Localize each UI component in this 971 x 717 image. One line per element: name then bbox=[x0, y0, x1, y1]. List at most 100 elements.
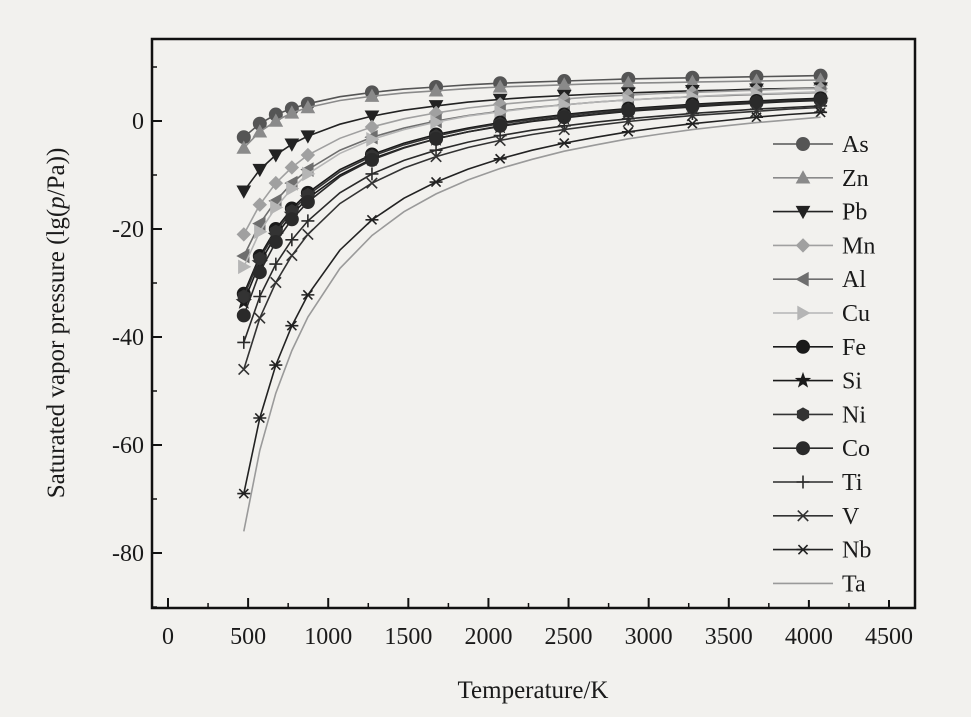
data-point bbox=[430, 114, 444, 130]
data-point bbox=[268, 175, 284, 191]
data-point bbox=[429, 176, 443, 188]
data-point bbox=[794, 371, 812, 388]
legend-label: Al bbox=[842, 267, 866, 293]
data-point bbox=[301, 289, 315, 300]
legend-label: Si bbox=[842, 369, 862, 395]
legend-label: Ti bbox=[842, 470, 863, 496]
x-tick-label: 1500 bbox=[384, 624, 432, 650]
data-point bbox=[254, 312, 266, 324]
legend-item-co: Co bbox=[773, 436, 870, 462]
data-point bbox=[429, 143, 443, 157]
series-zn bbox=[236, 72, 828, 154]
data-point bbox=[621, 126, 635, 137]
data-point bbox=[622, 115, 635, 128]
data-point bbox=[252, 265, 267, 280]
legend-item-ti: Ti bbox=[773, 470, 863, 496]
data-point bbox=[269, 257, 283, 271]
legend-label: Nb bbox=[842, 538, 871, 564]
plot-frame bbox=[150, 37, 917, 610]
legend-item-fe: Fe bbox=[773, 335, 866, 361]
series-ta bbox=[243, 116, 821, 532]
data-point bbox=[236, 227, 251, 242]
data-point bbox=[285, 233, 299, 247]
data-point bbox=[795, 205, 811, 220]
data-point bbox=[685, 118, 699, 129]
data-point bbox=[269, 359, 283, 371]
data-point bbox=[284, 212, 299, 227]
data-point bbox=[301, 214, 315, 228]
data-point bbox=[252, 163, 268, 178]
legend-label: V bbox=[842, 504, 860, 530]
data-point bbox=[236, 185, 252, 199]
data-point bbox=[428, 83, 444, 97]
legend-label: Ta bbox=[842, 571, 866, 597]
data-point bbox=[796, 475, 810, 489]
legend-item-pb: Pb bbox=[773, 200, 867, 226]
data-point bbox=[558, 123, 570, 136]
series-line bbox=[243, 116, 821, 532]
data-point bbox=[268, 234, 283, 249]
y-axis-title: Saturated vapor pressure (lg(p/Pa)) bbox=[43, 148, 70, 499]
x-tick-label: 4500 bbox=[865, 624, 913, 650]
legend-label: Cu bbox=[842, 301, 870, 327]
data-point bbox=[238, 363, 250, 376]
data-point bbox=[797, 510, 809, 522]
data-point bbox=[796, 544, 810, 555]
x-tick-label: 2000 bbox=[464, 624, 512, 650]
legend-item-mn: Mn bbox=[773, 233, 875, 259]
y-tick-label: -60 bbox=[112, 433, 144, 459]
data-point bbox=[238, 259, 252, 275]
legend-label: As bbox=[842, 132, 869, 158]
data-point bbox=[364, 88, 380, 102]
data-point bbox=[365, 214, 379, 225]
data-point bbox=[621, 112, 635, 126]
data-point bbox=[302, 228, 314, 241]
data-point bbox=[286, 249, 298, 262]
data-point bbox=[686, 109, 699, 122]
data-point bbox=[796, 441, 810, 456]
data-point bbox=[493, 153, 507, 164]
data-point bbox=[284, 138, 300, 152]
series-v bbox=[238, 101, 827, 376]
series-nb bbox=[237, 107, 828, 499]
data-point bbox=[814, 107, 828, 118]
data-point bbox=[268, 149, 284, 163]
data-point bbox=[270, 200, 284, 215]
data-point bbox=[749, 102, 763, 116]
data-point bbox=[252, 124, 268, 138]
data-point bbox=[364, 152, 379, 167]
data-point bbox=[252, 197, 268, 212]
data-point bbox=[253, 290, 267, 303]
data-point bbox=[814, 99, 828, 113]
data-point bbox=[366, 132, 380, 147]
data-point bbox=[300, 195, 315, 209]
x-tick-label: 2500 bbox=[545, 624, 593, 650]
data-point bbox=[796, 339, 810, 354]
data-point bbox=[286, 181, 300, 196]
axes-layer: 0 500 1000 1500 2000 2500 3000 3500 4000 4500 -80 -… bbox=[112, 66, 913, 650]
x-tick-label: 500 bbox=[230, 624, 266, 650]
data-point bbox=[797, 305, 811, 321]
data-point bbox=[492, 79, 508, 93]
data-point bbox=[796, 407, 810, 422]
x-tick-label: 1000 bbox=[304, 624, 352, 650]
y-tick-label: -40 bbox=[112, 325, 144, 351]
data-point bbox=[268, 113, 284, 127]
series-layer bbox=[235, 68, 829, 532]
data-point bbox=[270, 276, 282, 289]
data-point bbox=[795, 170, 811, 184]
data-point bbox=[302, 166, 316, 182]
y-tick-label: -80 bbox=[112, 541, 144, 567]
data-point bbox=[557, 138, 571, 149]
legend-item-al: Al bbox=[773, 267, 866, 293]
x-tick-label: 4000 bbox=[785, 624, 833, 650]
data-point bbox=[795, 271, 809, 287]
data-point bbox=[254, 224, 268, 240]
data-point bbox=[237, 289, 250, 304]
data-point bbox=[253, 412, 267, 424]
data-point bbox=[284, 160, 300, 175]
data-point bbox=[364, 110, 380, 124]
legend-label: Co bbox=[842, 436, 870, 462]
legend-label: Pb bbox=[842, 200, 867, 226]
data-point bbox=[285, 320, 299, 331]
